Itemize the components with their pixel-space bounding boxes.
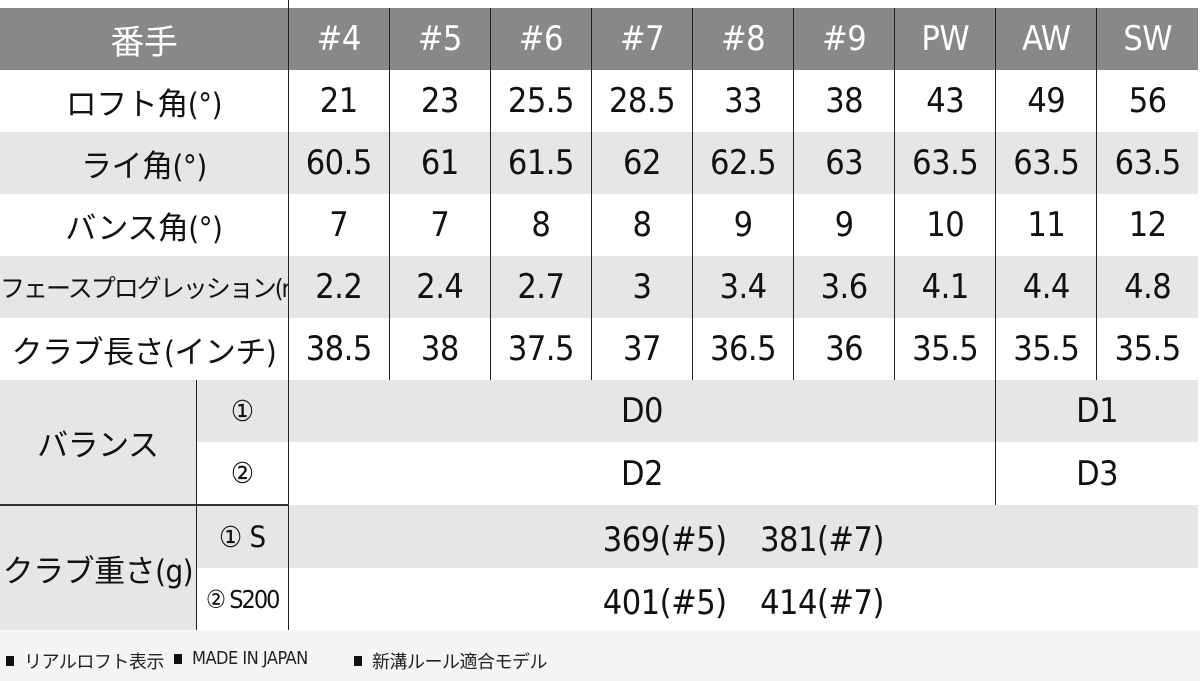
table-cell: 36	[793, 318, 895, 380]
table-cell: 8	[489, 194, 592, 256]
header-cell: AW	[995, 8, 1097, 70]
weight-value: 369(#5) 381(#7)	[287, 505, 1198, 568]
table-row: ライ角(°) 60.5 61 61.5 62 62.5 63 63.5 63.5…	[0, 132, 1198, 194]
footer-note: MADE IN JAPAN	[174, 648, 308, 669]
table-cell: 33	[692, 70, 794, 132]
note-text: リアルロフト表示	[24, 652, 164, 673]
table-cell: 62.5	[692, 132, 794, 194]
table-cell: 60.5	[287, 132, 390, 194]
weight-row: クラブ重さ(g) ① S 369(#5) 381(#7)	[0, 504, 1198, 630]
table-cell: 4.4	[995, 256, 1097, 318]
table-cell: 23	[388, 70, 491, 132]
header-cell: PW	[894, 8, 996, 70]
table-cell: 3	[590, 256, 693, 318]
square-bullet-icon	[174, 653, 182, 664]
weight-sub-label: ② S200	[195, 568, 289, 630]
header-cell: #9	[793, 8, 895, 70]
footer-notes: リアルロフト表示 MADE IN JAPAN 新溝ルール適合モデル	[0, 630, 1200, 681]
table-cell: 2.2	[287, 256, 390, 318]
square-bullet-icon	[6, 656, 14, 666]
table-cell: 38.5	[287, 318, 390, 380]
table-cell: 8	[590, 194, 693, 256]
balance-sub-label: ①	[195, 380, 289, 442]
table-cell: 43	[894, 70, 996, 132]
balance-label: バランス	[0, 380, 197, 505]
table-cell: 9	[692, 194, 794, 256]
row-label: フェースプログレッション(mm)	[0, 256, 289, 318]
table-cell: 62	[590, 132, 693, 194]
table-cell: 3.6	[793, 256, 895, 318]
table-row: フェースプログレッション(mm) 2.2 2.4 2.7 3 3.4 3.6 4…	[0, 256, 1198, 318]
square-bullet-icon	[354, 656, 362, 666]
header-cell: #6	[489, 8, 592, 70]
table-cell: 63.5	[1096, 132, 1198, 194]
header-cell: #8	[692, 8, 794, 70]
table-cell: 35.5	[1096, 318, 1198, 380]
balance-row: ② D2 D3	[0, 442, 1198, 505]
balance-wedge-value: D3	[995, 442, 1198, 505]
table-cell: 21	[287, 70, 390, 132]
spec-table: 番手 #4 #5 #6 #7 #8 #9 PW AW SW ロフト角(°) 21…	[0, 8, 1198, 630]
footer-note: 新溝ルール適合モデル	[354, 648, 548, 674]
table-cell: 12	[1096, 194, 1198, 256]
row-label: クラブ長さ(インチ)	[11, 334, 277, 371]
table-cell: 7	[287, 194, 390, 256]
table-cell: 61	[388, 132, 491, 194]
table-cell: 38	[388, 318, 491, 380]
table-cell: 11	[995, 194, 1097, 256]
table-cell: 3.4	[692, 256, 794, 318]
balance-value: D0	[287, 380, 996, 442]
weight-value: 401(#5) 414(#7)	[287, 568, 1198, 630]
header-cell: #4	[287, 8, 390, 70]
header-cell: SW	[1096, 8, 1198, 70]
table-cell: 37.5	[489, 318, 592, 380]
note-text: MADE IN JAPAN	[192, 648, 308, 669]
table-cell: 38	[793, 70, 895, 132]
table-cell: 49	[995, 70, 1097, 132]
header-row: 番手 #4 #5 #6 #7 #8 #9 PW AW SW	[0, 8, 1198, 70]
balance-row: バランス ① D0 D1	[0, 380, 1198, 505]
table-cell: 63	[793, 132, 895, 194]
table-cell: 63.5	[894, 132, 996, 194]
balance-wedge-value: D1	[995, 380, 1198, 442]
table-cell: 7	[388, 194, 491, 256]
weight-row: ② S200 401(#5) 414(#7)	[0, 568, 1198, 630]
footer-note: リアルロフト表示	[6, 648, 164, 674]
row-label: バンス角(°)	[65, 210, 223, 247]
table-cell: 37	[590, 318, 693, 380]
table-cell: 10	[894, 194, 996, 256]
table-cell: 2.7	[489, 256, 592, 318]
table-cell: 35.5	[995, 318, 1097, 380]
header-cell: #7	[590, 8, 693, 70]
table-cell: 63.5	[995, 132, 1097, 194]
balance-value: D2	[287, 442, 996, 505]
header-label: 番手	[0, 8, 289, 70]
balance-sub-label: ②	[195, 442, 289, 505]
header-cell: #5	[388, 8, 491, 70]
table-cell: 9	[793, 194, 895, 256]
row-label: ロフト角(°)	[65, 86, 223, 123]
table-row: バンス角(°) 7 7 8 8 9 9 10 11 12	[0, 194, 1198, 256]
note-text: 新溝ルール適合モデル	[372, 652, 548, 673]
table-cell: 35.5	[894, 318, 996, 380]
table-cell: 25.5	[489, 70, 592, 132]
table-cell: 28.5	[590, 70, 693, 132]
column-divider	[288, 0, 289, 8]
weight-label: クラブ重さ(g)	[0, 504, 197, 630]
table-cell: 2.4	[388, 256, 491, 318]
table-cell: 4.8	[1096, 256, 1198, 318]
table-row: ロフト角(°) 21 23 25.5 28.5 33 38 43 49 56	[0, 70, 1198, 132]
row-label: ライ角(°)	[0, 132, 289, 194]
table-cell: 61.5	[489, 132, 592, 194]
weight-sub-label: ① S	[195, 504, 289, 568]
table-cell: 4.1	[894, 256, 996, 318]
table-row: クラブ長さ(インチ) 38.5 38 37.5 37 36.5 36 35.5 …	[0, 318, 1198, 380]
table-cell: 56	[1096, 70, 1198, 132]
table-cell: 36.5	[692, 318, 794, 380]
